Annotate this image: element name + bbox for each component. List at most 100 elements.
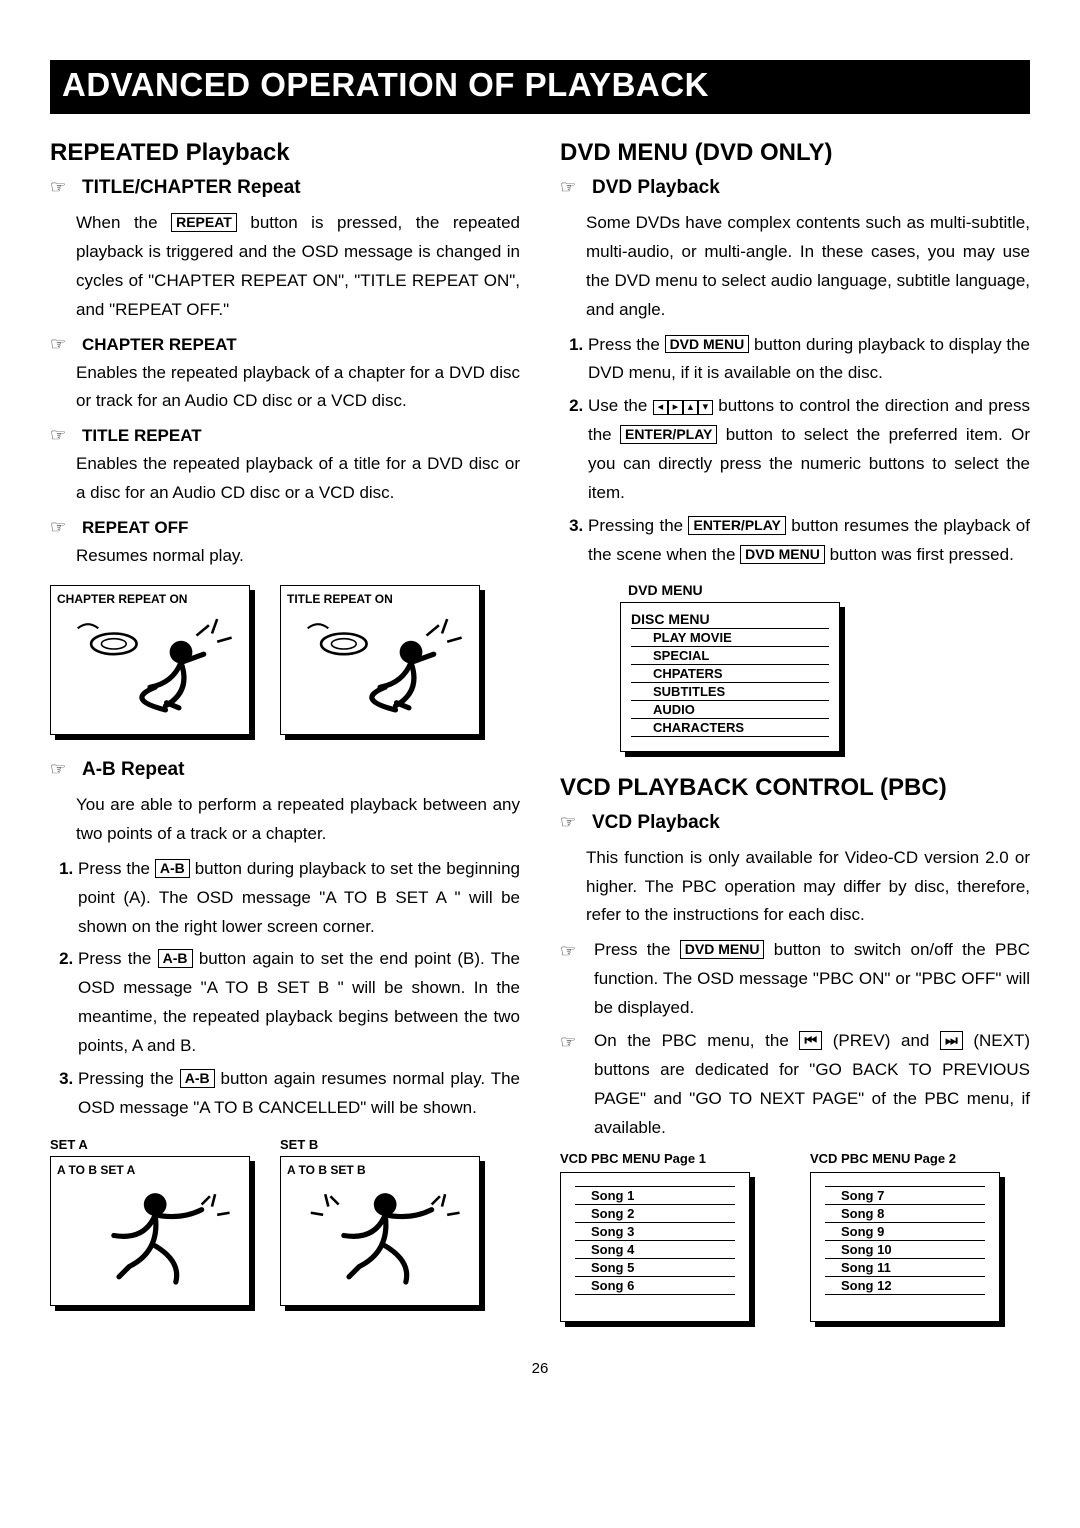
ab-steps-list: Press the A-B button during playback to …	[50, 855, 520, 1123]
osd-caption: A TO B SET A	[57, 1163, 243, 1177]
page-title: ADVANCED OPERATION OF PLAYBACK	[62, 66, 709, 103]
dance-figure-icon	[287, 612, 473, 717]
dvd-step-3: Pressing the ENTER/PLAY button resumes t…	[588, 512, 1030, 570]
left-column: REPEATED Playback ☞ TITLE/CHAPTER Repeat…	[50, 139, 520, 1326]
up-arrow-icon: ▴	[683, 400, 698, 415]
osd-set-a-wrap: SET A A TO B SET A	[50, 1137, 250, 1306]
text-fragment: button was first pressed.	[825, 545, 1014, 564]
dvd-menu-title: DVD MENU	[628, 582, 1030, 598]
osd-set-b-wrap: SET B A TO B SET B	[280, 1137, 480, 1306]
hand-icon: ☞	[50, 759, 76, 780]
dance-figure-icon	[57, 1183, 243, 1288]
dvd-menu-item: SPECIAL	[631, 646, 829, 665]
pbc-menus-row: VCD PBC MENU Page 1 Song 1 Song 2 Song 3…	[560, 1151, 1030, 1322]
pbc-song: Song 12	[825, 1276, 985, 1295]
pbc-song: Song 9	[825, 1222, 985, 1241]
pbc-song: Song 1	[575, 1186, 735, 1205]
repeat-button-label: REPEAT	[171, 213, 237, 232]
ab-step-3: Pressing the A-B button again resumes no…	[78, 1065, 520, 1123]
pbc-song: Song 4	[575, 1240, 735, 1259]
ab-button-label: A-B	[180, 1069, 215, 1088]
dance-figure-icon	[287, 1183, 473, 1288]
dvd-step-2: Use the ◂▸▴▾ buttons to control the dire…	[588, 392, 1030, 508]
hand-icon: ☞	[560, 812, 586, 833]
dvd-menu-illustration: DVD MENU DISC MENU PLAY MOVIE SPECIAL CH…	[620, 582, 1030, 752]
titlechapter-text: When the REPEAT button is pressed, the r…	[50, 209, 520, 325]
pbc-song: Song 11	[825, 1258, 985, 1277]
vcd-playback-heading: VCD Playback	[592, 812, 720, 834]
right-arrow-icon: ▸	[668, 400, 683, 415]
dvd-menu-item: CHARACTERS	[631, 718, 829, 737]
osd-chapter-repeat: CHAPTER REPEAT ON	[50, 585, 250, 735]
chapter-repeat-heading-row: ☞ CHAPTER REPEAT	[50, 331, 520, 355]
dvd-menu-item: SUBTITLES	[631, 682, 829, 701]
vcd-playback-intro: This function is only available for Vide…	[560, 844, 1030, 931]
vcd-bullet-1: ☞ Press the DVD MENU button to switch on…	[560, 936, 1030, 1023]
enterplay-button-label: ENTER/PLAY	[620, 425, 717, 444]
repeat-off-text: Resumes normal play.	[50, 542, 520, 571]
text-fragment: Use the	[588, 396, 653, 415]
right-column: DVD MENU (DVD ONLY) ☞ DVD Playback Some …	[560, 139, 1030, 1326]
prev-button-icon: ⏮	[799, 1031, 822, 1050]
hand-icon: ☞	[50, 517, 76, 538]
hand-icon: ☞	[50, 334, 76, 355]
osd-illustration-row-1: CHAPTER REPEAT ON TITLE REPEAT ON	[50, 585, 520, 735]
vcd-playback-heading-row: ☞ VCD Playback	[560, 808, 1030, 840]
text-fragment: Press the	[78, 949, 158, 968]
dvd-menu-heading: DVD MENU (DVD ONLY)	[560, 139, 1030, 167]
chapter-repeat-text: Enables the repeated playback of a chapt…	[50, 359, 520, 417]
disc-menu-label: DISC MENU	[631, 611, 829, 627]
hand-icon: ☞	[560, 936, 588, 1023]
ab-repeat-heading: A-B Repeat	[82, 759, 184, 781]
text-fragment: Pressing the	[78, 1069, 180, 1088]
ab-repeat-heading-row: ☞ A-B Repeat	[50, 755, 520, 787]
text-fragment: Pressing the	[588, 516, 688, 535]
text-fragment: On the PBC menu, the	[594, 1031, 799, 1050]
set-b-label: SET B	[280, 1137, 480, 1152]
titlechapter-heading-row: ☞ TITLE/CHAPTER Repeat	[50, 173, 520, 205]
two-column-layout: REPEATED Playback ☞ TITLE/CHAPTER Repeat…	[50, 139, 1030, 1326]
osd-caption: A TO B SET B	[287, 1163, 473, 1177]
repeat-off-heading-row: ☞ REPEAT OFF	[50, 514, 520, 538]
page-title-bar: ADVANCED OPERATION OF PLAYBACK	[50, 60, 1030, 114]
title-repeat-heading: TITLE REPEAT	[82, 426, 202, 446]
ab-step-1: Press the A-B button during playback to …	[78, 855, 520, 942]
next-button-icon: ⏭	[940, 1031, 963, 1050]
pbc-page-2: VCD PBC MENU Page 2 Song 7 Song 8 Song 9…	[810, 1151, 1030, 1322]
set-a-label: SET A	[50, 1137, 250, 1152]
repeated-playback-heading: REPEATED Playback	[50, 139, 520, 167]
hand-icon: ☞	[560, 1027, 588, 1143]
page-number: 26	[50, 1360, 1030, 1377]
pbc-song: Song 10	[825, 1240, 985, 1259]
pbc-song: Song 8	[825, 1204, 985, 1223]
down-arrow-icon: ▾	[698, 400, 713, 415]
title-repeat-heading-row: ☞ TITLE REPEAT	[50, 422, 520, 446]
titlechapter-heading: TITLE/CHAPTER Repeat	[82, 177, 301, 199]
dvd-step-1: Press the DVD MENU button during playbac…	[588, 331, 1030, 389]
text-fragment: (PREV) and	[822, 1031, 940, 1050]
dvd-playback-heading-row: ☞ DVD Playback	[560, 173, 1030, 205]
dvd-playback-intro: Some DVDs have complex contents such as …	[560, 209, 1030, 325]
ab-button-label: A-B	[158, 949, 193, 968]
pbc1-title: VCD PBC MENU Page 1	[560, 1151, 780, 1166]
text-fragment: Press the	[78, 859, 155, 878]
pbc-song: Song 3	[575, 1222, 735, 1241]
pbc-page-1: VCD PBC MENU Page 1 Song 1 Song 2 Song 3…	[560, 1151, 780, 1322]
dvdmenu-button-label: DVD MENU	[740, 545, 825, 564]
dvdmenu-button-label: DVD MENU	[680, 940, 765, 959]
repeat-off-heading: REPEAT OFF	[82, 518, 188, 538]
pbc-song: Song 7	[825, 1186, 985, 1205]
left-arrow-icon: ◂	[653, 400, 668, 415]
dvdmenu-button-label: DVD MENU	[665, 335, 750, 354]
dvd-steps-list: Press the DVD MENU button during playbac…	[560, 331, 1030, 570]
osd-illustration-row-2: SET A A TO B SET A SET B	[50, 1137, 520, 1306]
pbc2-title: VCD PBC MENU Page 2	[810, 1151, 1030, 1166]
vcd-pbc-heading: VCD PLAYBACK CONTROL (PBC)	[560, 774, 1030, 802]
enterplay-button-label: ENTER/PLAY	[688, 516, 785, 535]
dvd-menu-item: PLAY MOVIE	[631, 628, 829, 647]
osd-caption: TITLE REPEAT ON	[287, 592, 473, 606]
text-fragment: Press the	[588, 335, 665, 354]
chapter-repeat-heading: CHAPTER REPEAT	[82, 335, 237, 355]
text-fragment: When the	[76, 213, 171, 232]
pbc-song: Song 2	[575, 1204, 735, 1223]
